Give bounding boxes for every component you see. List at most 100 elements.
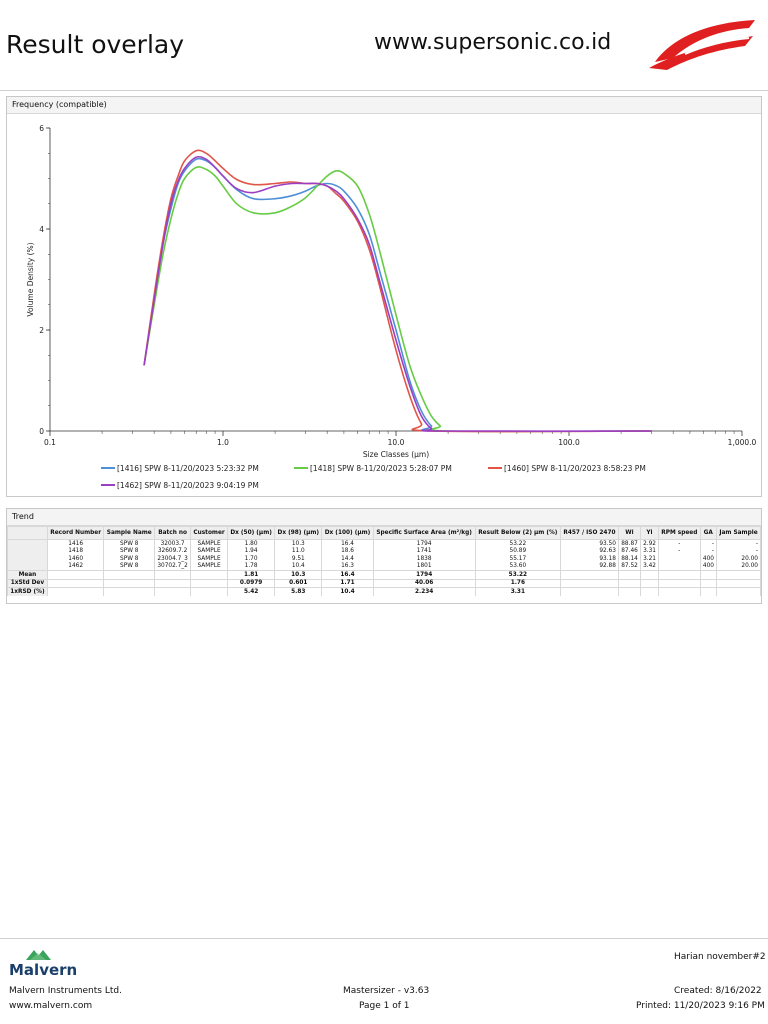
trend-cell: 16.4 (321, 539, 374, 548)
company-url: www.malvern.com (9, 1001, 93, 1011)
frequency-panel: Frequency (compatible) 0 2 4 6 0.1 1.0 10.0 100… (6, 96, 762, 497)
trend-cell: 1.78 (227, 562, 276, 571)
trend-cell: 400 (699, 555, 717, 563)
trend-header-cell: Dx (100) (μm) (321, 526, 374, 540)
trend-cell: 1.70 (227, 555, 276, 563)
trend-stat-cell (639, 587, 659, 596)
trend-stat-cell: 1.76 (474, 578, 562, 588)
trend-stat-cell: 53.22 (474, 570, 562, 579)
trend-row: 1462 SPW 8 30702.7_2 SAMPLE 1.78 10.4 16.3 1801… (7, 562, 762, 571)
trend-header-cell: Specific Surface Area (m²/kg) (372, 526, 476, 540)
trend-header-cell: R457 / ISO 2470 (560, 526, 619, 540)
frequency-chart: 0 2 4 6 0.1 1.0 10.0 100.0 1,000.0 Size Classes … (26, 124, 757, 490)
trend-body: 1416 SPW 8 32003.7 SAMPLE 1.80 10.3 16.4 1794 53… (7, 539, 762, 596)
trend-cell: 1801 (372, 562, 476, 571)
trend-stat-cell: 1794 (372, 570, 476, 579)
trend-stat-cell (715, 570, 762, 579)
trend-cell: 1416 (46, 539, 105, 548)
trend-header-cell: GA (699, 526, 717, 540)
created-date: Created: 8/16/2022 (674, 986, 762, 996)
trend-cell: - (715, 547, 762, 555)
trend-cell: 87.52 (617, 562, 641, 571)
y-axis-label: Volume Density (%) (26, 242, 35, 316)
trend-row-label (7, 539, 48, 548)
series-line-2 (143, 166, 652, 433)
trend-cell: - (657, 547, 701, 555)
trend-cell (657, 555, 701, 563)
trend-cell: 87.46 (617, 547, 641, 555)
x-tick-label: 0.1 (44, 438, 56, 447)
report-title: Result overlay (6, 30, 185, 59)
trend-cell: 18.6 (321, 547, 374, 555)
trend-header-cell: Wi (617, 526, 641, 540)
report-name: Harian november#2 (674, 952, 766, 962)
trend-cell: SAMPLE (190, 539, 229, 548)
trend-header-cell: Sample Name (103, 526, 156, 540)
x-axis-label: Size Classes (μm) (363, 450, 429, 459)
x-tick-label: 1,000.0 (728, 438, 757, 447)
trend-cell: 11.0 (274, 547, 323, 555)
trend-stat-cell: 10.4 (321, 587, 374, 596)
trend-cell: 10.3 (274, 539, 323, 548)
trend-cell: 32609.7.2 (154, 547, 192, 555)
trend-header-cell: Record Number (46, 526, 105, 540)
trend-stat-cell (657, 570, 701, 579)
trend-stat-cell (190, 587, 229, 596)
trend-cell: SPW 8 (103, 562, 156, 571)
trend-stat-cell (639, 578, 659, 588)
trend-cell: SAMPLE (190, 547, 229, 555)
trend-cell: 93.50 (560, 539, 619, 548)
page-number: Page 1 of 1 (359, 1001, 410, 1011)
malvern-logo-icon (26, 950, 51, 960)
trend-cell (657, 562, 701, 571)
trend-cell: 20.00 (715, 555, 762, 563)
trend-cell: 53.22 (474, 539, 562, 548)
trend-cell: - (715, 539, 762, 548)
y-tick-label: 2 (39, 326, 44, 335)
trend-stat-cell: 3.31 (474, 587, 562, 596)
trend-stat-cell (190, 570, 229, 579)
trend-stat-cell (560, 570, 619, 579)
trend-stat-cell (46, 570, 105, 579)
trend-cell: 1838 (372, 555, 476, 563)
trend-cell: 14.4 (321, 555, 374, 563)
trend-stat-cell: 0.601 (274, 578, 323, 588)
x-tick-label: 1.0 (217, 438, 229, 447)
trend-header-cell: Dx (50) (μm) (227, 526, 276, 540)
trend-header-cell: Batch no (154, 526, 192, 540)
trend-cell: - (699, 539, 717, 548)
trend-cell: 3.21 (639, 555, 659, 563)
trend-stat-cell (617, 587, 641, 596)
trend-cell: 92.88 (560, 562, 619, 571)
trend-stat-cell: 5.83 (274, 587, 323, 596)
y-tick-label: 0 (39, 427, 44, 436)
trend-cell: 10.4 (274, 562, 323, 571)
legend-label-4: [1462] SPW 8-11/20/2023 9:04:19 PM (117, 481, 259, 490)
trend-cell: 1.80 (227, 539, 276, 548)
trend-header-cell: Dx (98) (μm) (274, 526, 323, 540)
trend-stat-cell (560, 578, 619, 588)
chart-series-group (143, 149, 652, 433)
trend-stat-row: 1xStd Dev 0.0979 0.601 1.71 40.06 1.76 (7, 578, 762, 588)
trend-cell: SPW 8 (103, 555, 156, 563)
legend-label-2: [1418] SPW 8-11/20/2023 5:28:07 PM (310, 464, 452, 473)
chart-legend: [1416] SPW 8-11/20/2023 5:23:32 PM [1418]… (101, 464, 646, 490)
trend-stat-cell (154, 578, 192, 588)
software-version: Mastersizer - v3.63 (343, 986, 430, 996)
trend-stat-cell (657, 587, 701, 596)
x-tick-label: 10.0 (388, 438, 405, 447)
report-header: Result overlay www.supersonic.co.id (0, 0, 768, 90)
trend-panel-title: Trend (7, 509, 761, 526)
trend-cell: 16.3 (321, 562, 374, 571)
trend-stat-cell (715, 587, 762, 596)
trend-stat-cell (46, 587, 105, 596)
footer-divider (0, 938, 768, 939)
chart-axes: 0 2 4 6 0.1 1.0 10.0 100.0 1,000.0 (39, 124, 756, 447)
x-tick-label: 100.0 (558, 438, 580, 447)
legend-label-1: [1416] SPW 8-11/20/2023 5:23:32 PM (117, 464, 259, 473)
trend-header-cell: Jam Sample (715, 526, 762, 540)
trend-stat-cell (560, 587, 619, 596)
trend-cell: 20.00 (715, 562, 762, 571)
trend-cell: SPW 8 (103, 547, 156, 555)
trend-row-label (7, 555, 48, 563)
